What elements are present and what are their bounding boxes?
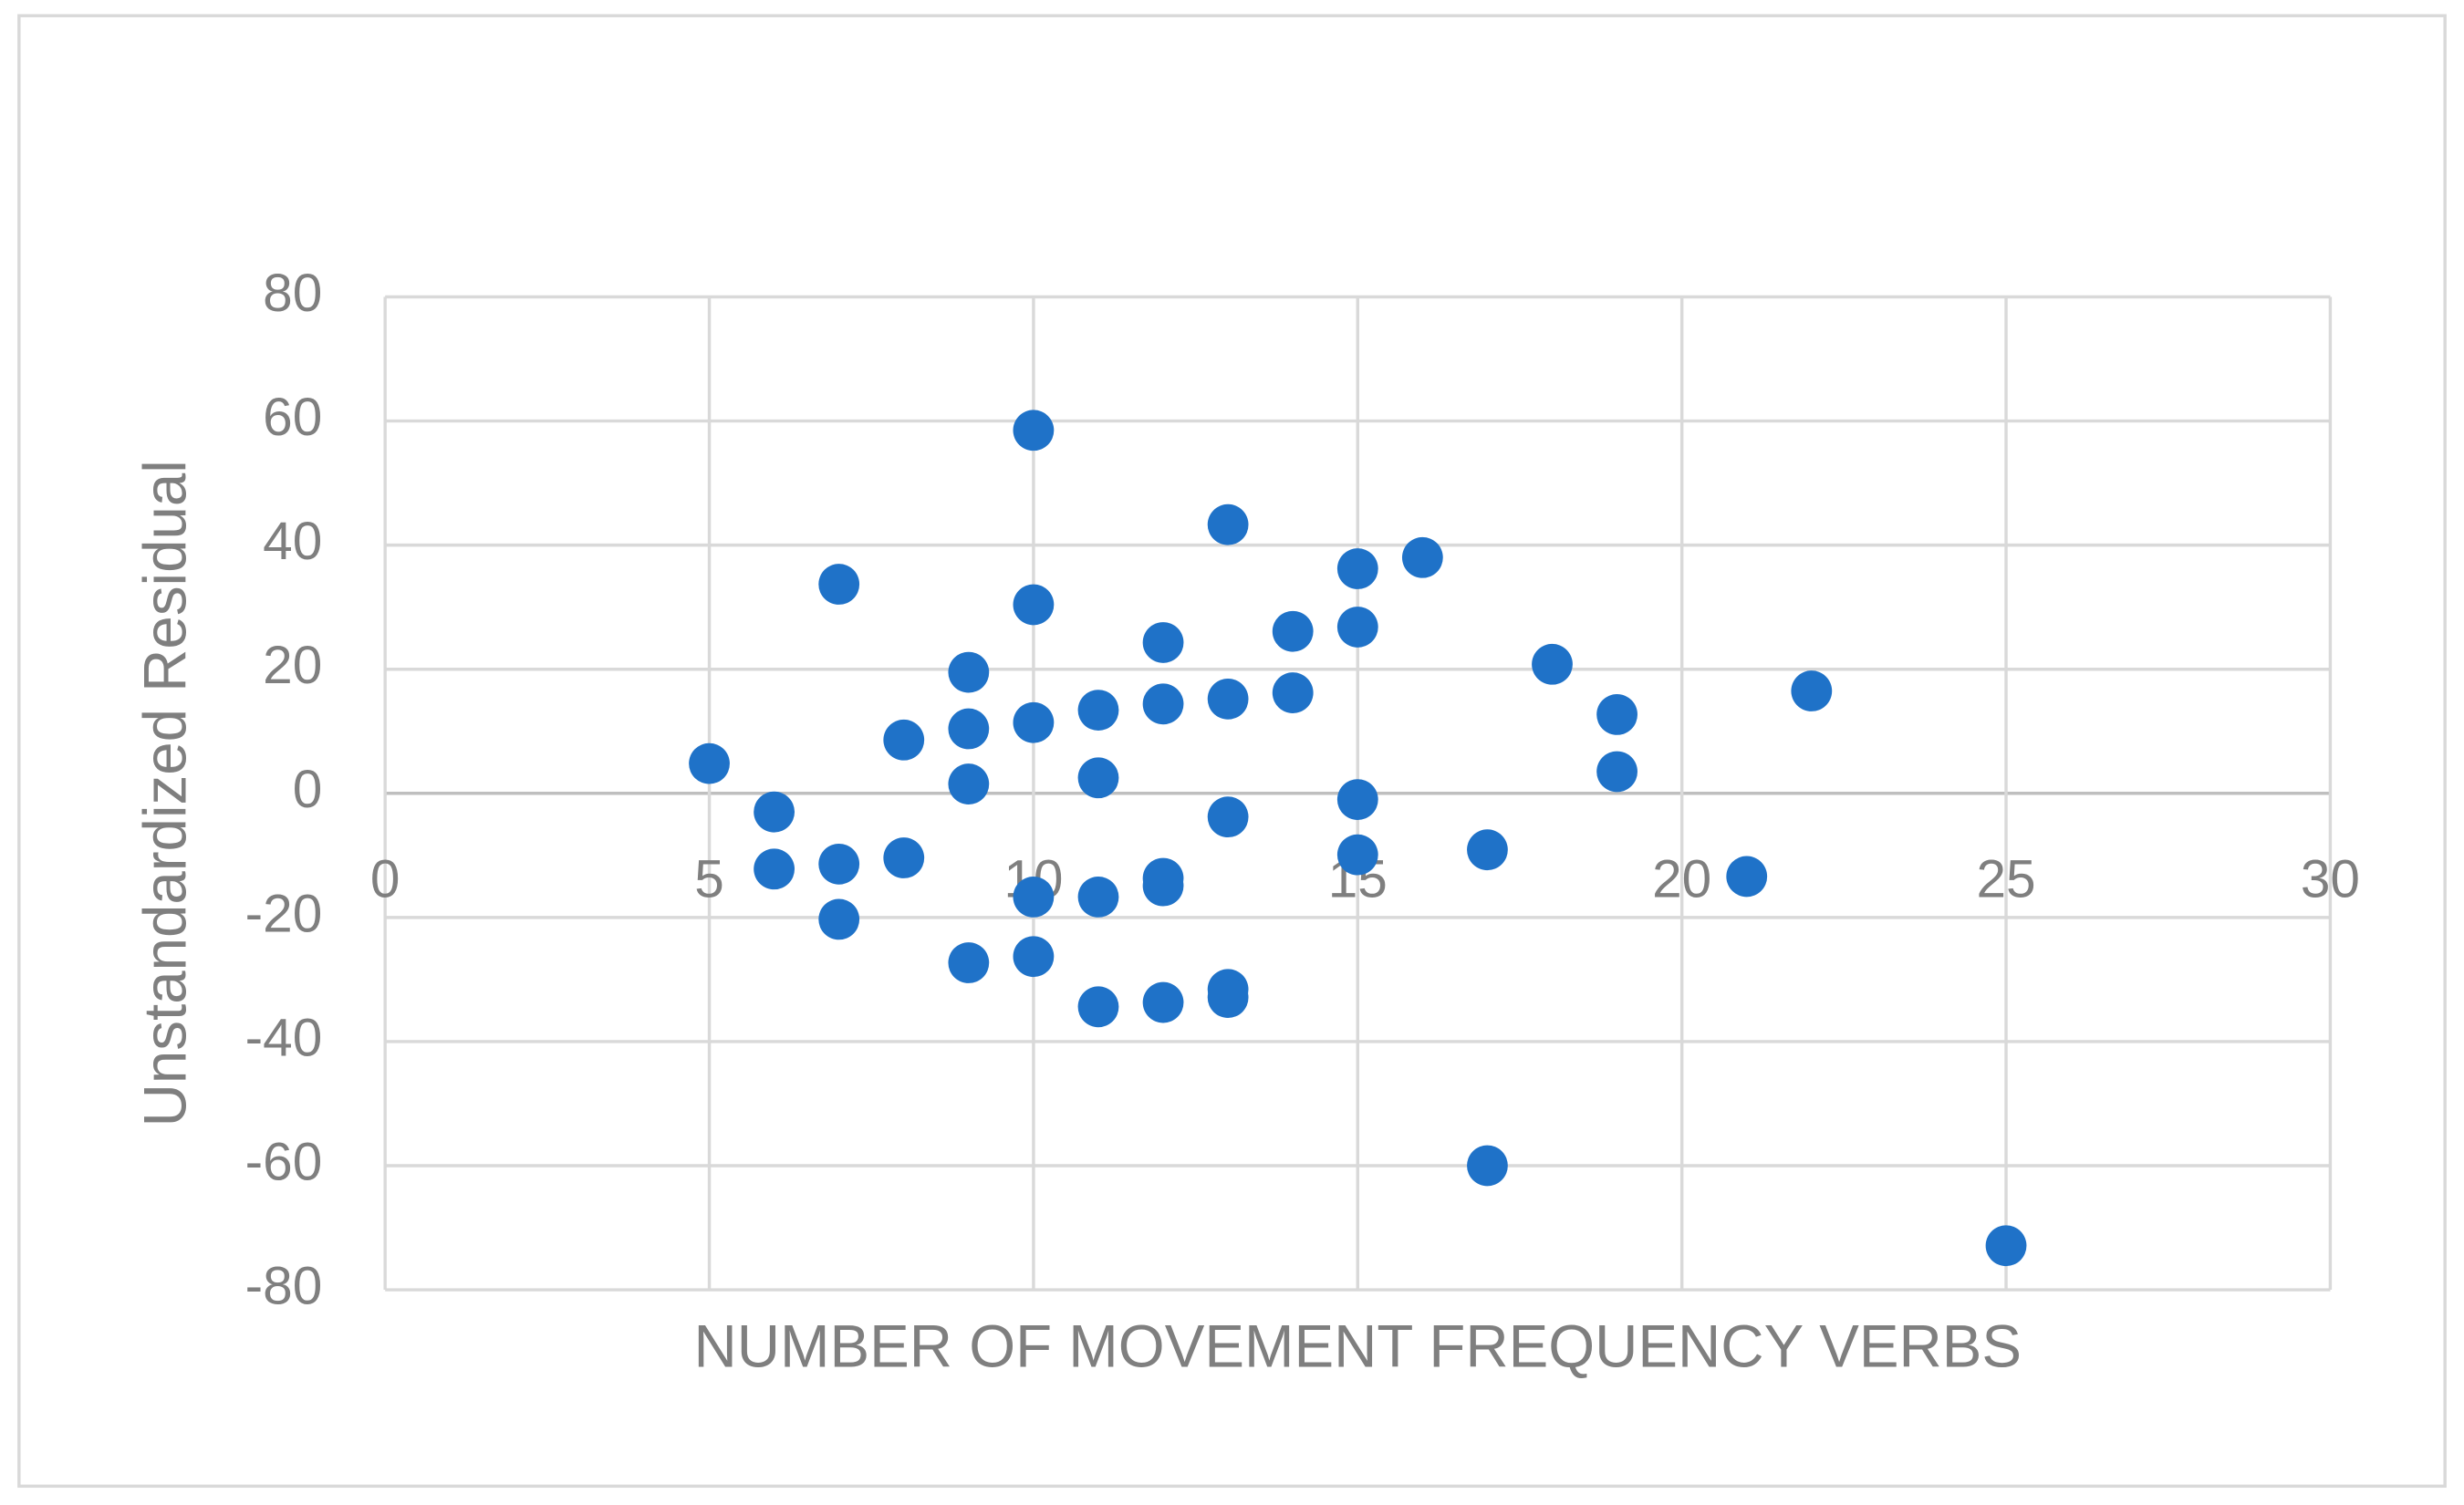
- point: [1207, 678, 1249, 720]
- point: [1207, 796, 1249, 838]
- y-tick-label: -20: [245, 884, 323, 943]
- point: [1013, 936, 1055, 978]
- y-axis-title: Unstandardized Residual: [131, 460, 198, 1126]
- point: [883, 837, 925, 878]
- point: [1142, 865, 1184, 907]
- point: [1013, 584, 1055, 626]
- y-tick-label: 60: [263, 388, 322, 447]
- y-tick-label: -40: [245, 1008, 323, 1067]
- point: [1272, 610, 1314, 652]
- point: [689, 742, 730, 784]
- point: [1336, 834, 1378, 876]
- y-tick-label: 40: [263, 512, 322, 571]
- marks: [689, 410, 2027, 1267]
- y-tick-label: -60: [245, 1132, 323, 1191]
- x-axis-title: NUMBER OF MOVEMENT FREQUENCY VERBS: [693, 1313, 2022, 1379]
- point: [1013, 877, 1055, 918]
- point: [1272, 672, 1314, 713]
- x-tick-label: 20: [1652, 849, 1711, 908]
- y-tick-label: 20: [263, 636, 322, 695]
- point: [1077, 877, 1119, 918]
- point: [948, 763, 990, 804]
- point: [1207, 503, 1249, 545]
- point: [1336, 548, 1378, 589]
- point: [948, 651, 990, 693]
- point: [1596, 693, 1637, 735]
- point: [1401, 536, 1443, 578]
- point: [948, 942, 990, 983]
- x-tick-label: 25: [1976, 849, 2035, 908]
- point: [948, 708, 990, 750]
- y-tick-label: -80: [245, 1257, 323, 1316]
- point: [1336, 779, 1378, 820]
- point: [1467, 1145, 1508, 1187]
- y-tick-label: 80: [263, 264, 322, 323]
- chart-border: [17, 14, 2447, 1489]
- point: [1207, 977, 1249, 1018]
- point: [1142, 622, 1184, 663]
- point: [1142, 683, 1184, 725]
- point: [1077, 690, 1119, 732]
- point: [1791, 670, 1833, 711]
- point: [818, 564, 860, 605]
- point: [818, 843, 860, 885]
- x-tick-label: 30: [2301, 849, 2360, 908]
- point: [1532, 643, 1573, 685]
- point: [1013, 410, 1055, 452]
- point: [754, 791, 795, 833]
- point: [754, 848, 795, 890]
- point: [1077, 757, 1119, 799]
- point: [1726, 856, 1768, 898]
- point: [1985, 1225, 2027, 1267]
- point: [1467, 829, 1508, 871]
- point: [883, 719, 925, 761]
- x-tick-label: 5: [694, 849, 724, 908]
- point: [1077, 986, 1119, 1028]
- x-tick-label: 0: [370, 849, 400, 908]
- y-tick-label: 0: [293, 760, 323, 819]
- point: [1013, 701, 1055, 743]
- point: [818, 898, 860, 940]
- point: [1142, 981, 1184, 1023]
- point: [1596, 751, 1637, 793]
- point: [1336, 607, 1378, 648]
